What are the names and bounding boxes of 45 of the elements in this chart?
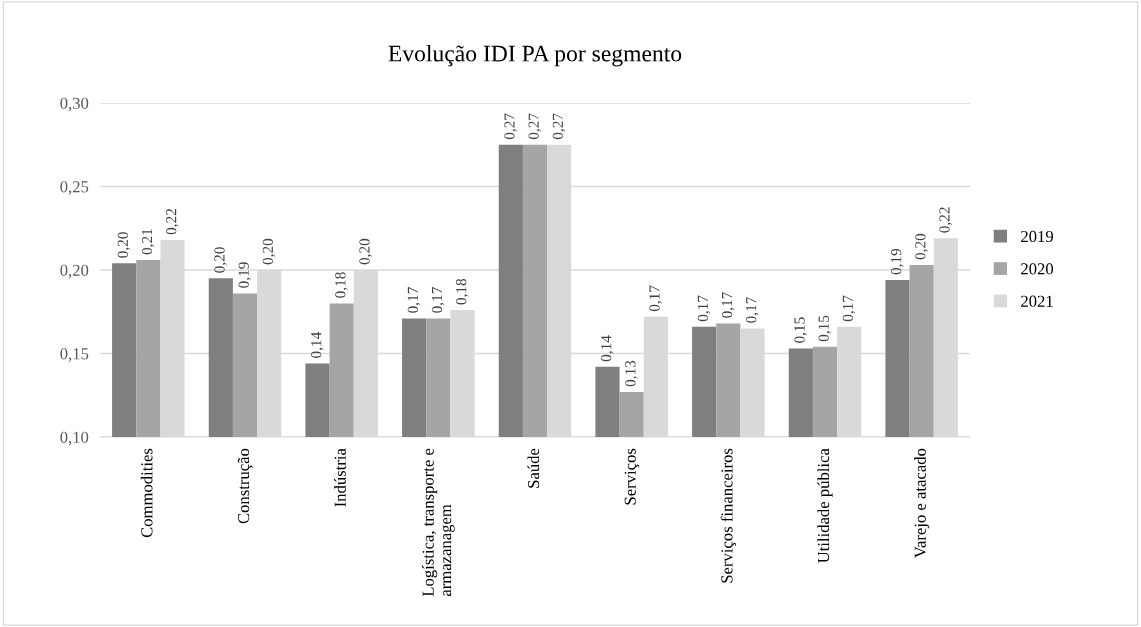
data-label: 0,15 [794, 317, 807, 343]
data-label: 0,27 [552, 113, 566, 140]
legend-label: 2019 [1021, 230, 1054, 243]
x-tick-label: Serviços financeiros [720, 448, 736, 583]
x-tick-label: Saúde [527, 448, 540, 488]
data-label: 0,20 [214, 247, 227, 273]
legend-label: 2020 [1021, 263, 1054, 275]
data-label: 0,17 [721, 292, 735, 318]
x-tick-label: Varejo e atacado [914, 448, 930, 559]
data-label: 0,17 [431, 287, 445, 313]
y-tick-label: 0,15 [60, 348, 89, 362]
x-tick-label: Construção [237, 448, 253, 524]
data-label: 0,13 [625, 360, 638, 387]
data-label: 0,14 [311, 332, 324, 358]
data-label: 0,20 [262, 238, 276, 265]
data-label: 0,22 [166, 209, 179, 235]
data-label: 0,18 [456, 278, 469, 305]
data-label: 0,20 [117, 232, 131, 258]
chart-title: Evolução IDI PA por segmento [388, 44, 682, 67]
data-label: 0,20 [915, 233, 928, 260]
x-tick-label: Serviços [624, 448, 640, 505]
data-label: 0,21 [141, 229, 155, 255]
x-tick-label: Logística, transporte e armazanagem [422, 448, 455, 597]
data-label: 0,27 [504, 113, 517, 140]
y-tick-label: 0,30 [60, 97, 89, 112]
data-label: 0,17 [697, 295, 711, 322]
data-label: 0,22 [939, 207, 952, 233]
data-label: 0,17 [842, 295, 856, 322]
y-tick-label: 0,10 [60, 431, 89, 446]
data-label: 0,19 [891, 248, 904, 275]
data-label: 0,17 [746, 297, 759, 323]
data-label: 0,18 [335, 272, 348, 298]
data-label: 0,20 [359, 238, 372, 265]
x-tick-label: Commodities [140, 448, 153, 538]
data-label: 0,15 [818, 315, 832, 342]
data-label: 0,14 [601, 335, 614, 362]
x-tick-label: Indústria [334, 448, 346, 507]
legend-label: 2021 [1021, 295, 1053, 307]
x-tick-label: Utilidade pública [817, 448, 833, 564]
data-label: 0,19 [238, 262, 252, 288]
data-label: 0,17 [649, 285, 662, 312]
data-label: 0,17 [407, 287, 421, 313]
y-tick-label: 0,20 [60, 264, 89, 279]
data-label: 0,27 [528, 113, 542, 140]
y-tick-label: 0,25 [60, 181, 89, 195]
